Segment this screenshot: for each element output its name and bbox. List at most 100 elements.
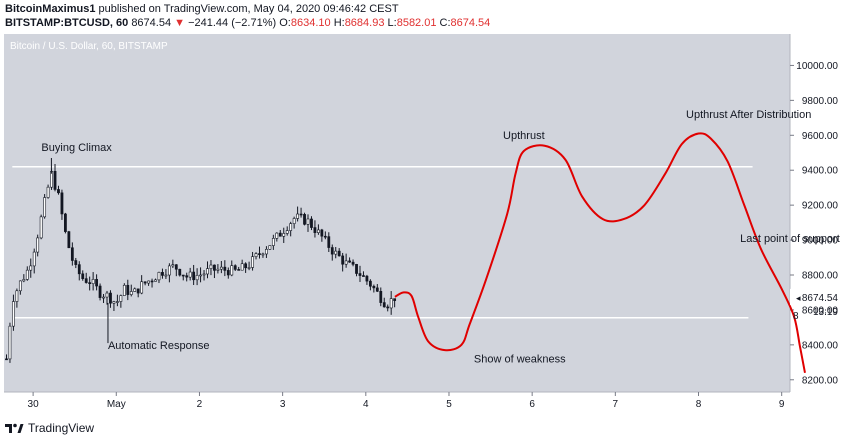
candle-body (292, 218, 296, 224)
candle-body (77, 264, 81, 275)
symbol-line: BITSTAMP:BTCUSD, 60 8674.54 ▼ −241.44 (−… (5, 17, 490, 29)
candle-body (126, 284, 130, 295)
projection-curve[interactable] (394, 132, 806, 373)
y-tick-label: 10000.00 (796, 61, 838, 72)
candle-body (147, 280, 150, 284)
candle-body (296, 213, 300, 219)
candle-body (365, 275, 369, 282)
candle-body (119, 295, 123, 302)
annotation-label: Last point of support (740, 233, 840, 245)
candle-body (29, 265, 33, 271)
candle-body (206, 268, 209, 275)
chart-title: Bitcoin / U.S. Dollar, 60, BITSTAMP (10, 41, 168, 52)
x-tick-label: 8 (696, 399, 702, 410)
x-tick-label: 9 (779, 399, 785, 410)
candle-body (64, 213, 67, 232)
candle-body (316, 229, 320, 233)
candle-body (178, 268, 182, 276)
candle-body (216, 268, 220, 271)
candle-body (251, 256, 254, 268)
open-value: 8634.10 (290, 17, 331, 29)
candle-body (15, 290, 19, 302)
price-axis[interactable] (790, 34, 850, 410)
candle-body (275, 232, 279, 239)
candle-body (181, 274, 185, 277)
annotation-label: Show of weakness (474, 353, 566, 365)
open-label: O: (279, 17, 291, 29)
candle-body (5, 358, 8, 361)
candle-body (240, 263, 244, 271)
time-axis[interactable] (4, 392, 790, 410)
low-value: 8582.01 (396, 17, 437, 29)
candle-body (233, 265, 237, 270)
candle-body (105, 292, 109, 298)
y-tick-label: 9400.00 (802, 166, 839, 177)
candle-body (12, 301, 15, 327)
footer: TradingView (4, 419, 94, 437)
low-label: L: (387, 17, 397, 29)
candle-body (202, 273, 206, 276)
candle-body (18, 280, 22, 292)
candle-body (195, 275, 199, 281)
candle-body (327, 236, 331, 248)
candle-body (185, 275, 189, 278)
x-tick-label: 30 (28, 399, 40, 410)
symbol-name[interactable]: BITSTAMP:BTCUSD, 60 (5, 17, 129, 29)
y-tick-label: 9800.00 (802, 96, 839, 107)
candle-body (67, 231, 71, 249)
candle-body (379, 290, 383, 303)
candle-body (330, 247, 334, 255)
candle-body (313, 227, 317, 233)
candle-body (70, 247, 74, 261)
publish-line: BitcoinMaximus1 published on TradingView… (5, 3, 399, 15)
y-tick-label: 9200.00 (802, 201, 839, 212)
candle-body (150, 280, 154, 283)
candle-body (386, 306, 390, 309)
y-tick-label: 8800.00 (802, 270, 839, 281)
candle-body (122, 284, 126, 296)
candle-body (247, 267, 251, 269)
candle-body (285, 230, 289, 234)
chart-header: BitcoinMaximus1 published on TradingView… (0, 0, 850, 30)
candle-body (323, 235, 327, 238)
x-tick-label: 2 (197, 399, 203, 410)
candle-body (306, 218, 310, 225)
y-tick-label: 9600.00 (802, 131, 839, 142)
candle-body (226, 270, 230, 276)
y-tick-label: 8400.00 (802, 340, 839, 351)
candle-body (341, 255, 345, 265)
annotation-label: Automatic Response (108, 340, 210, 352)
candle-body (112, 301, 116, 304)
publish-info: published on TradingView.com, May 04, 20… (98, 3, 399, 15)
price-chart[interactable]: Bitcoin / U.S. Dollar, 60, BITSTAMP 8200.… (0, 30, 850, 416)
candle-body (393, 298, 397, 301)
candle-body (74, 260, 78, 265)
last-price-label: 8674.54 (802, 293, 839, 304)
candle-body (192, 271, 196, 281)
candle-body (271, 238, 275, 246)
candle-body (109, 292, 112, 304)
last-price: 8674.54 (131, 17, 172, 29)
candle-body (164, 274, 168, 277)
candle-body (289, 223, 293, 231)
author-name[interactable]: BitcoinMaximus1 (5, 3, 96, 15)
candle-body (375, 287, 379, 292)
high-label: H: (333, 17, 345, 29)
candle-body (223, 266, 227, 271)
candle-body (320, 229, 324, 237)
tradingview-brand[interactable]: TradingView (28, 421, 95, 435)
high-value: 8684.93 (344, 17, 385, 29)
candle-body (209, 264, 213, 269)
close-label: C: (439, 17, 451, 29)
candle-body (32, 251, 36, 267)
partial-tick-label: 8 (793, 311, 799, 322)
candle-body (136, 288, 140, 294)
down-arrow-icon: ▼ (174, 17, 186, 29)
plot-area[interactable] (4, 34, 790, 392)
candle-body (310, 218, 313, 228)
y-tick-label: 8600.00 (802, 305, 839, 316)
candle-body (362, 275, 365, 277)
price-change: −241.44 (−2.71%) (188, 17, 277, 29)
tradingview-logo-icon[interactable] (4, 421, 24, 435)
candle-body (265, 249, 268, 255)
